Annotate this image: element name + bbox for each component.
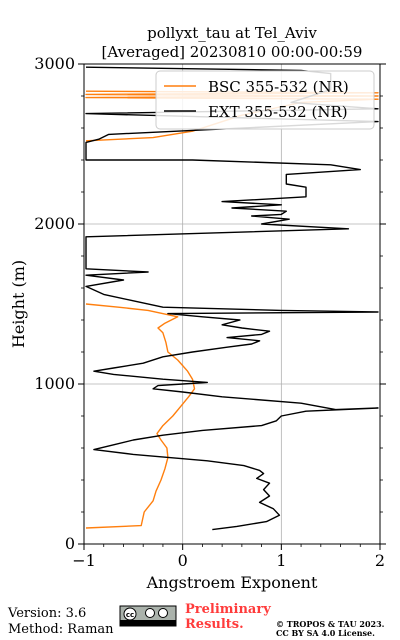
copyright-line2: CC BY SA 4.0 License. [276, 628, 375, 638]
legend-label-bsc: BSC 355-532 (NR) [208, 78, 349, 96]
ext-series-line [85, 66, 379, 531]
chart-title: pollyxt_tau at Tel_Aviv [147, 24, 317, 42]
svg-text:cc: cc [126, 611, 134, 619]
plot-frame [83, 63, 381, 545]
x-tick-label: 1 [276, 551, 286, 570]
y-tick-label: 3000 [34, 54, 75, 73]
legend: BSC 355-532 (NR) EXT 355-532 (NR) [155, 70, 375, 130]
y-tick-label: 0 [65, 534, 75, 553]
y-axis-label: Height (m) [9, 260, 28, 348]
copyright-line1: © TROPOS & TAU 2023. [276, 619, 385, 629]
legend-box [155, 70, 375, 130]
x-tick-label: −1 [72, 551, 96, 570]
version-label: Version: 3.6 [8, 606, 87, 621]
chart-subtitle: [Averaged] 20230810 00:00-00:59 [102, 43, 363, 61]
method-label: Method: Raman [8, 622, 114, 637]
legend-label-ext: EXT 355-532 (NR) [208, 103, 348, 121]
x-axis-label: Angstroem Exponent [146, 573, 318, 592]
x-tick-label: 0 [178, 551, 188, 570]
preliminary-line1: Preliminary [185, 602, 271, 617]
preliminary-line2: Results. [185, 617, 244, 632]
series-layer [85, 66, 379, 531]
x-tick-label: 2 [375, 551, 385, 570]
grid-lines [83, 63, 381, 545]
bsc-series-line [85, 303, 196, 529]
y-tick-label: 1000 [34, 374, 75, 393]
cc-by-sa-icon: cc [119, 605, 177, 627]
y-tick-label: 2000 [34, 214, 75, 233]
